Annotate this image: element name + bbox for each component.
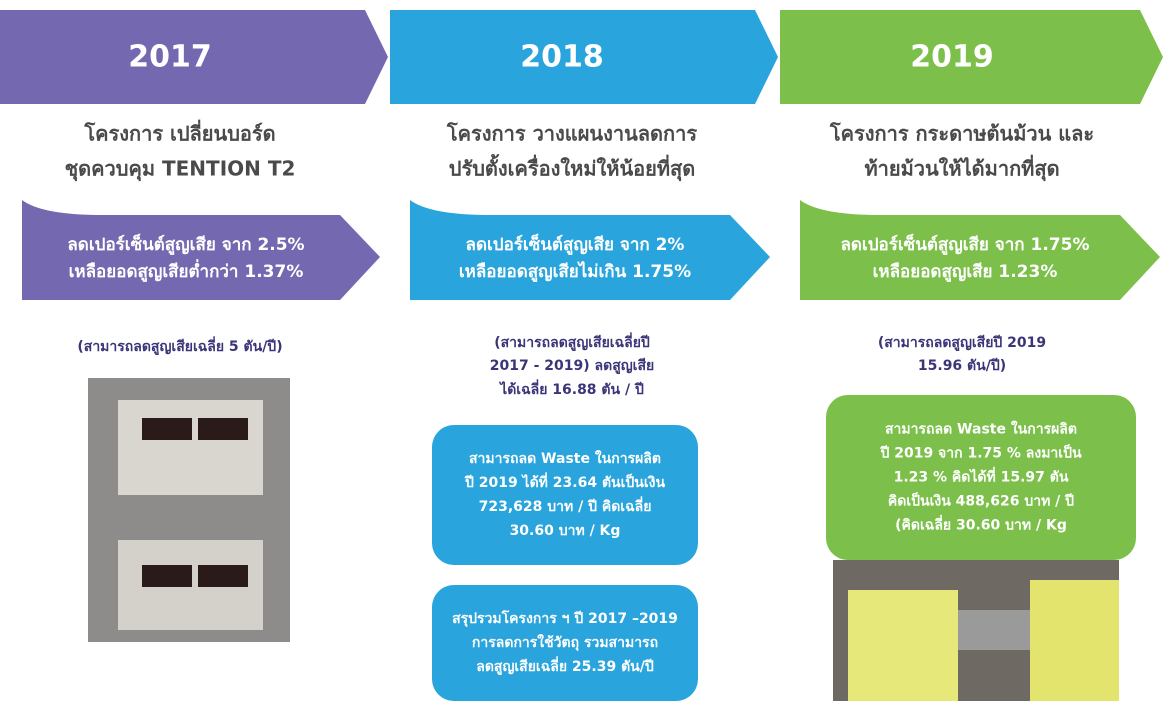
box-text: 1.23 % คิดได้ที่ 15.97 ตัน bbox=[894, 467, 1069, 486]
box-text: สามารถลด Waste ในการผลิต bbox=[469, 449, 661, 467]
box-text: การลดการใช้วัตถุ รวมสามารถ bbox=[472, 633, 658, 651]
note: (สามารถลดสูญเสียเฉลี่ยปี bbox=[494, 332, 650, 351]
box-text: 30.60 บาท / Kg bbox=[510, 523, 621, 539]
box-text: ปี 2019 จาก 1.75 % ลงมาเป็น bbox=[879, 444, 1082, 462]
infographic: 2017 โครงการ เปลี่ยนบอร์ดชุดควบคุม TENTIO… bbox=[0, 0, 1163, 701]
banner-text: ลดเปอร์เซ็นต์สูญเสีย จาก 1.75% bbox=[840, 232, 1089, 256]
project-title: ปรับตั้งเครื่องใหม่ให้น้อยที่สุด bbox=[449, 154, 695, 182]
note: ได้เฉลี่ย 16.88 ตัน / ปี bbox=[498, 379, 644, 398]
banner-text: ลดเปอร์เซ็นต์สูญเสีย จาก 2% bbox=[466, 232, 685, 256]
box-text: สามารถลด Waste ในการผลิต bbox=[885, 420, 1077, 438]
info-box bbox=[432, 425, 698, 565]
year: 2018 bbox=[520, 40, 604, 75]
box-text: ลดสูญเสียเฉลี่ย 25.39 ตัน/ปี bbox=[476, 656, 654, 675]
note: 2017 - 2019) ลดสูญเสีย bbox=[490, 358, 654, 374]
note: (สามารถลดสูญเสียปี 2019 bbox=[878, 335, 1046, 351]
banner-text: เหลือยอดสูญเสีย 1.23% bbox=[873, 261, 1058, 283]
note: 15.96 ตัน/ปี) bbox=[918, 358, 1006, 374]
year: 2019 bbox=[910, 40, 994, 75]
banner-text: เหลือยอดสูญเสียไม่เกิน 1.75% bbox=[459, 261, 691, 283]
banner-text: ลดเปอร์เซ็นต์สูญเสีย จาก 2.5% bbox=[67, 232, 304, 256]
photo-rolls bbox=[833, 560, 1119, 701]
project-title: โครงการ วางแผนงานลดการ bbox=[446, 122, 697, 146]
box-text: 723,628 บาท / ปี คิดเฉลี่ย bbox=[479, 496, 652, 515]
project-title: โครงการ กระดาษต้นม้วน และ bbox=[829, 122, 1094, 146]
project-title: โครงการ เปลี่ยนบอร์ด bbox=[83, 119, 275, 146]
year: 2017 bbox=[128, 40, 212, 75]
box-text: สรุปรวมโครงการ ฯ ปี 2017 –2019 bbox=[452, 609, 678, 627]
note: (สามารถลดสูญเสียเฉลี่ย 5 ตัน/ปี) bbox=[77, 336, 282, 355]
box-text: ปี 2019 ได้ที่ 23.64 ตันเป็นเงิน bbox=[463, 472, 665, 491]
project-title: ชุดควบคุม TENTION T2 bbox=[65, 157, 296, 182]
photo-controller bbox=[88, 378, 290, 642]
box-text: (คิดเฉลี่ย 30.60 บาท / Kg bbox=[895, 515, 1067, 534]
box-text: คิดเป็นเงิน 488,626 บาท / ปี bbox=[888, 492, 1074, 510]
project-title: ท้ายม้วนให้ได้มากที่สุด bbox=[864, 154, 1059, 182]
banner-text: เหลือยอดสูญเสียต่ำกว่า 1.37% bbox=[69, 259, 304, 283]
